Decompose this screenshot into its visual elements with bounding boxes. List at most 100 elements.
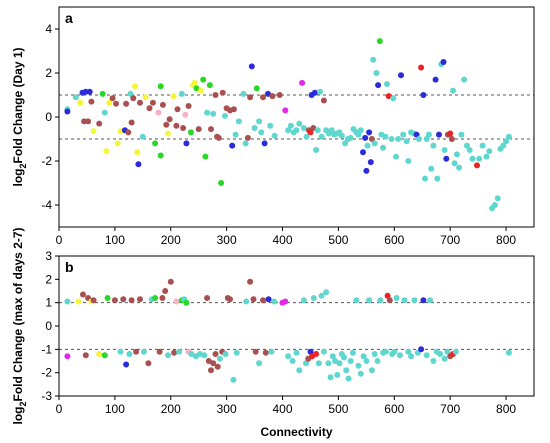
data-point — [133, 348, 140, 355]
data-point — [201, 352, 208, 359]
data-point — [85, 118, 92, 125]
data-point — [123, 100, 130, 107]
y-tick-label: -2 — [41, 154, 52, 168]
y-axis-title-suffix: Fold Change (max of days 2-7) — [11, 227, 25, 401]
data-point — [183, 140, 190, 147]
data-point — [390, 95, 397, 102]
x-tick-label: 400 — [273, 233, 293, 247]
data-point — [212, 92, 219, 98]
data-point — [347, 358, 354, 364]
y-axis-title-subscript: 2 — [18, 402, 28, 407]
data-point — [128, 297, 135, 304]
data-point — [342, 140, 349, 147]
data-point — [285, 353, 292, 360]
data-point — [400, 131, 407, 138]
data-point — [146, 105, 153, 112]
data-point — [80, 291, 86, 298]
data-point — [474, 162, 480, 169]
data-point — [395, 136, 402, 142]
data-point — [293, 349, 300, 356]
data-point — [260, 94, 266, 101]
data-point — [327, 374, 334, 381]
data-point — [362, 134, 369, 141]
data-point — [296, 367, 303, 374]
data-point — [170, 93, 177, 100]
data-point — [371, 140, 378, 147]
data-point — [328, 127, 335, 134]
data-point — [173, 298, 180, 305]
data-point — [448, 136, 455, 142]
data-point — [355, 131, 362, 138]
data-point — [210, 360, 217, 367]
data-point — [357, 370, 364, 377]
data-point — [503, 138, 510, 145]
x-tick-label: 700 — [440, 233, 460, 247]
data-point — [349, 349, 356, 356]
data-point — [205, 358, 212, 364]
data-point — [126, 351, 133, 357]
data-point — [453, 151, 460, 158]
data-point — [310, 295, 317, 301]
data-point — [204, 295, 211, 301]
data-point — [430, 142, 437, 149]
data-point — [137, 296, 143, 303]
data-point — [243, 298, 250, 305]
data-point — [318, 292, 325, 299]
data-point — [208, 126, 214, 133]
data-point — [367, 159, 374, 166]
data-point — [380, 144, 387, 151]
data-point — [142, 94, 149, 101]
y-tick-label: -1 — [41, 342, 52, 356]
data-point — [163, 121, 170, 128]
data-point — [355, 362, 362, 369]
x-tick-label: 800 — [496, 402, 516, 416]
data-point — [261, 140, 268, 147]
data-point — [463, 142, 470, 149]
data-point — [388, 136, 395, 142]
data-point — [313, 147, 320, 153]
panel-b: 0 100 200 300 400 500 600 700 800-3-2-10123blog2… — [11, 227, 535, 439]
data-point — [491, 202, 498, 208]
data-point — [466, 147, 473, 153]
data-point — [262, 349, 269, 356]
data-point — [111, 297, 118, 304]
data-point — [276, 92, 283, 98]
data-point — [260, 297, 266, 304]
data-point — [377, 297, 384, 304]
data-point — [244, 134, 251, 141]
data-point — [128, 119, 135, 126]
data-point — [180, 125, 187, 131]
plot-frame — [58, 6, 535, 228]
data-point — [341, 354, 347, 361]
data-point — [64, 353, 71, 360]
data-point — [384, 81, 390, 87]
data-point — [185, 103, 192, 109]
data-point — [140, 348, 147, 355]
data-point — [476, 155, 483, 162]
data-point — [200, 76, 207, 83]
data-point — [500, 142, 507, 149]
data-point — [428, 165, 435, 172]
data-point — [364, 142, 371, 149]
data-point — [293, 127, 300, 134]
data-point — [204, 109, 211, 116]
data-point — [229, 142, 236, 149]
x-tick-label: 300 — [217, 402, 237, 416]
data-point — [268, 348, 275, 355]
data-point — [77, 99, 84, 106]
y-tick-label: 0 — [45, 110, 52, 124]
data-point — [336, 360, 343, 367]
data-point — [265, 90, 271, 97]
data-point — [135, 161, 142, 168]
data-point — [408, 353, 415, 360]
data-point — [289, 358, 296, 364]
plot-frame — [58, 255, 535, 397]
data-point — [360, 353, 367, 360]
data-point — [222, 112, 228, 119]
data-point — [196, 351, 203, 357]
data-point — [505, 133, 512, 140]
data-point — [216, 355, 223, 362]
data-point — [96, 120, 103, 127]
data-point — [401, 297, 408, 304]
data-point — [149, 99, 156, 106]
